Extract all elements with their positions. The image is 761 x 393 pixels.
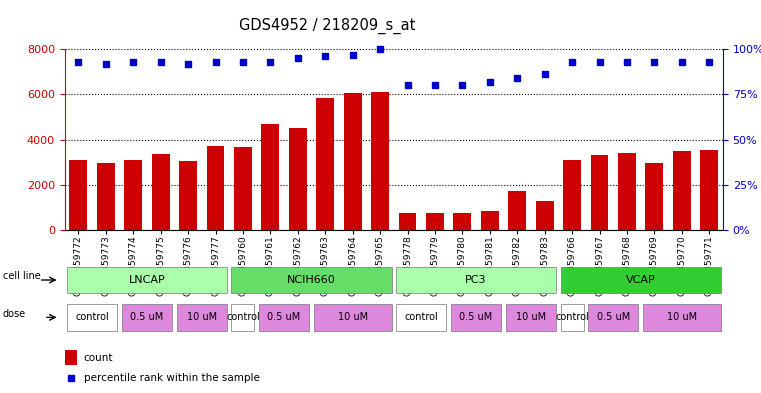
FancyBboxPatch shape [231, 304, 254, 331]
Bar [645, 163, 664, 230]
FancyBboxPatch shape [396, 304, 447, 331]
Text: cell line: cell line [2, 272, 40, 281]
Bar [618, 153, 636, 230]
Bar [563, 160, 581, 230]
FancyBboxPatch shape [588, 304, 638, 331]
Text: 0.5 uM: 0.5 uM [267, 312, 301, 322]
FancyBboxPatch shape [177, 304, 227, 331]
Text: NCIH660: NCIH660 [287, 275, 336, 285]
Bar [700, 150, 718, 230]
Bar [481, 211, 498, 230]
Text: dose: dose [2, 309, 26, 319]
Bar [426, 213, 444, 230]
Bar [591, 155, 609, 230]
Text: GDS4952 / 218209_s_at: GDS4952 / 218209_s_at [239, 18, 416, 34]
Text: control: control [404, 312, 438, 322]
Text: 0.5 uM: 0.5 uM [460, 312, 492, 322]
Text: 10 uM: 10 uM [186, 312, 217, 322]
Bar [508, 191, 526, 230]
Bar [536, 200, 553, 230]
Bar [97, 163, 115, 230]
Bar [151, 154, 170, 230]
Text: PC3: PC3 [465, 275, 487, 285]
Text: 0.5 uM: 0.5 uM [130, 312, 164, 322]
Text: 10 uM: 10 uM [338, 312, 368, 322]
FancyBboxPatch shape [231, 267, 392, 293]
FancyBboxPatch shape [561, 304, 584, 331]
Bar [289, 128, 307, 230]
FancyBboxPatch shape [451, 304, 501, 331]
Text: 10 uM: 10 uM [667, 312, 697, 322]
Bar [317, 98, 334, 230]
Text: 0.5 uM: 0.5 uM [597, 312, 630, 322]
Text: VCAP: VCAP [626, 275, 655, 285]
Text: control: control [226, 312, 260, 322]
Text: LNCAP: LNCAP [129, 275, 165, 285]
Bar [124, 160, 142, 230]
FancyBboxPatch shape [67, 267, 227, 293]
FancyBboxPatch shape [561, 267, 721, 293]
Bar [65, 350, 77, 365]
FancyBboxPatch shape [643, 304, 721, 331]
FancyBboxPatch shape [314, 304, 392, 331]
Bar [207, 146, 224, 230]
Bar [234, 147, 252, 230]
Bar [262, 124, 279, 230]
Text: control: control [75, 312, 109, 322]
Bar [673, 151, 691, 230]
Bar [69, 160, 88, 230]
FancyBboxPatch shape [67, 304, 117, 331]
Text: count: count [84, 353, 113, 363]
Bar [371, 92, 389, 230]
Bar [399, 213, 416, 230]
Bar [179, 161, 197, 230]
FancyBboxPatch shape [506, 304, 556, 331]
Text: percentile rank within the sample: percentile rank within the sample [84, 373, 260, 384]
Bar [344, 93, 361, 230]
Text: 10 uM: 10 uM [516, 312, 546, 322]
FancyBboxPatch shape [122, 304, 172, 331]
Bar [454, 213, 471, 230]
FancyBboxPatch shape [396, 267, 556, 293]
FancyBboxPatch shape [259, 304, 309, 331]
Text: control: control [556, 312, 589, 322]
